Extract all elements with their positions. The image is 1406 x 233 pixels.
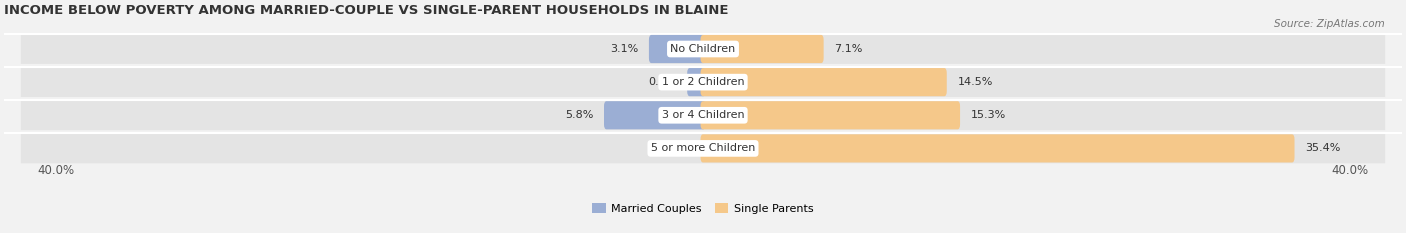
FancyBboxPatch shape bbox=[21, 134, 1385, 163]
Text: 0.0%: 0.0% bbox=[661, 143, 690, 153]
Text: 5.8%: 5.8% bbox=[565, 110, 593, 120]
Text: 5 or more Children: 5 or more Children bbox=[651, 143, 755, 153]
Text: 40.0%: 40.0% bbox=[38, 164, 75, 178]
FancyBboxPatch shape bbox=[650, 35, 706, 63]
Text: INCOME BELOW POVERTY AMONG MARRIED-COUPLE VS SINGLE-PARENT HOUSEHOLDS IN BLAINE: INCOME BELOW POVERTY AMONG MARRIED-COUPL… bbox=[4, 4, 728, 17]
FancyBboxPatch shape bbox=[21, 34, 1385, 64]
FancyBboxPatch shape bbox=[700, 101, 960, 129]
Text: Source: ZipAtlas.com: Source: ZipAtlas.com bbox=[1274, 19, 1385, 29]
FancyBboxPatch shape bbox=[700, 35, 824, 63]
FancyBboxPatch shape bbox=[700, 68, 946, 96]
Text: 7.1%: 7.1% bbox=[834, 44, 863, 54]
Text: 3.1%: 3.1% bbox=[610, 44, 638, 54]
Text: 15.3%: 15.3% bbox=[972, 110, 1007, 120]
Text: 40.0%: 40.0% bbox=[1331, 164, 1368, 178]
Text: 3 or 4 Children: 3 or 4 Children bbox=[662, 110, 744, 120]
Legend: Married Couples, Single Parents: Married Couples, Single Parents bbox=[588, 199, 818, 218]
Text: 1 or 2 Children: 1 or 2 Children bbox=[662, 77, 744, 87]
FancyBboxPatch shape bbox=[21, 67, 1385, 97]
FancyBboxPatch shape bbox=[700, 134, 1295, 162]
FancyBboxPatch shape bbox=[21, 100, 1385, 130]
FancyBboxPatch shape bbox=[688, 68, 706, 96]
Text: 14.5%: 14.5% bbox=[957, 77, 993, 87]
Text: 0.8%: 0.8% bbox=[648, 77, 676, 87]
FancyBboxPatch shape bbox=[605, 101, 706, 129]
Text: 35.4%: 35.4% bbox=[1305, 143, 1341, 153]
Text: No Children: No Children bbox=[671, 44, 735, 54]
